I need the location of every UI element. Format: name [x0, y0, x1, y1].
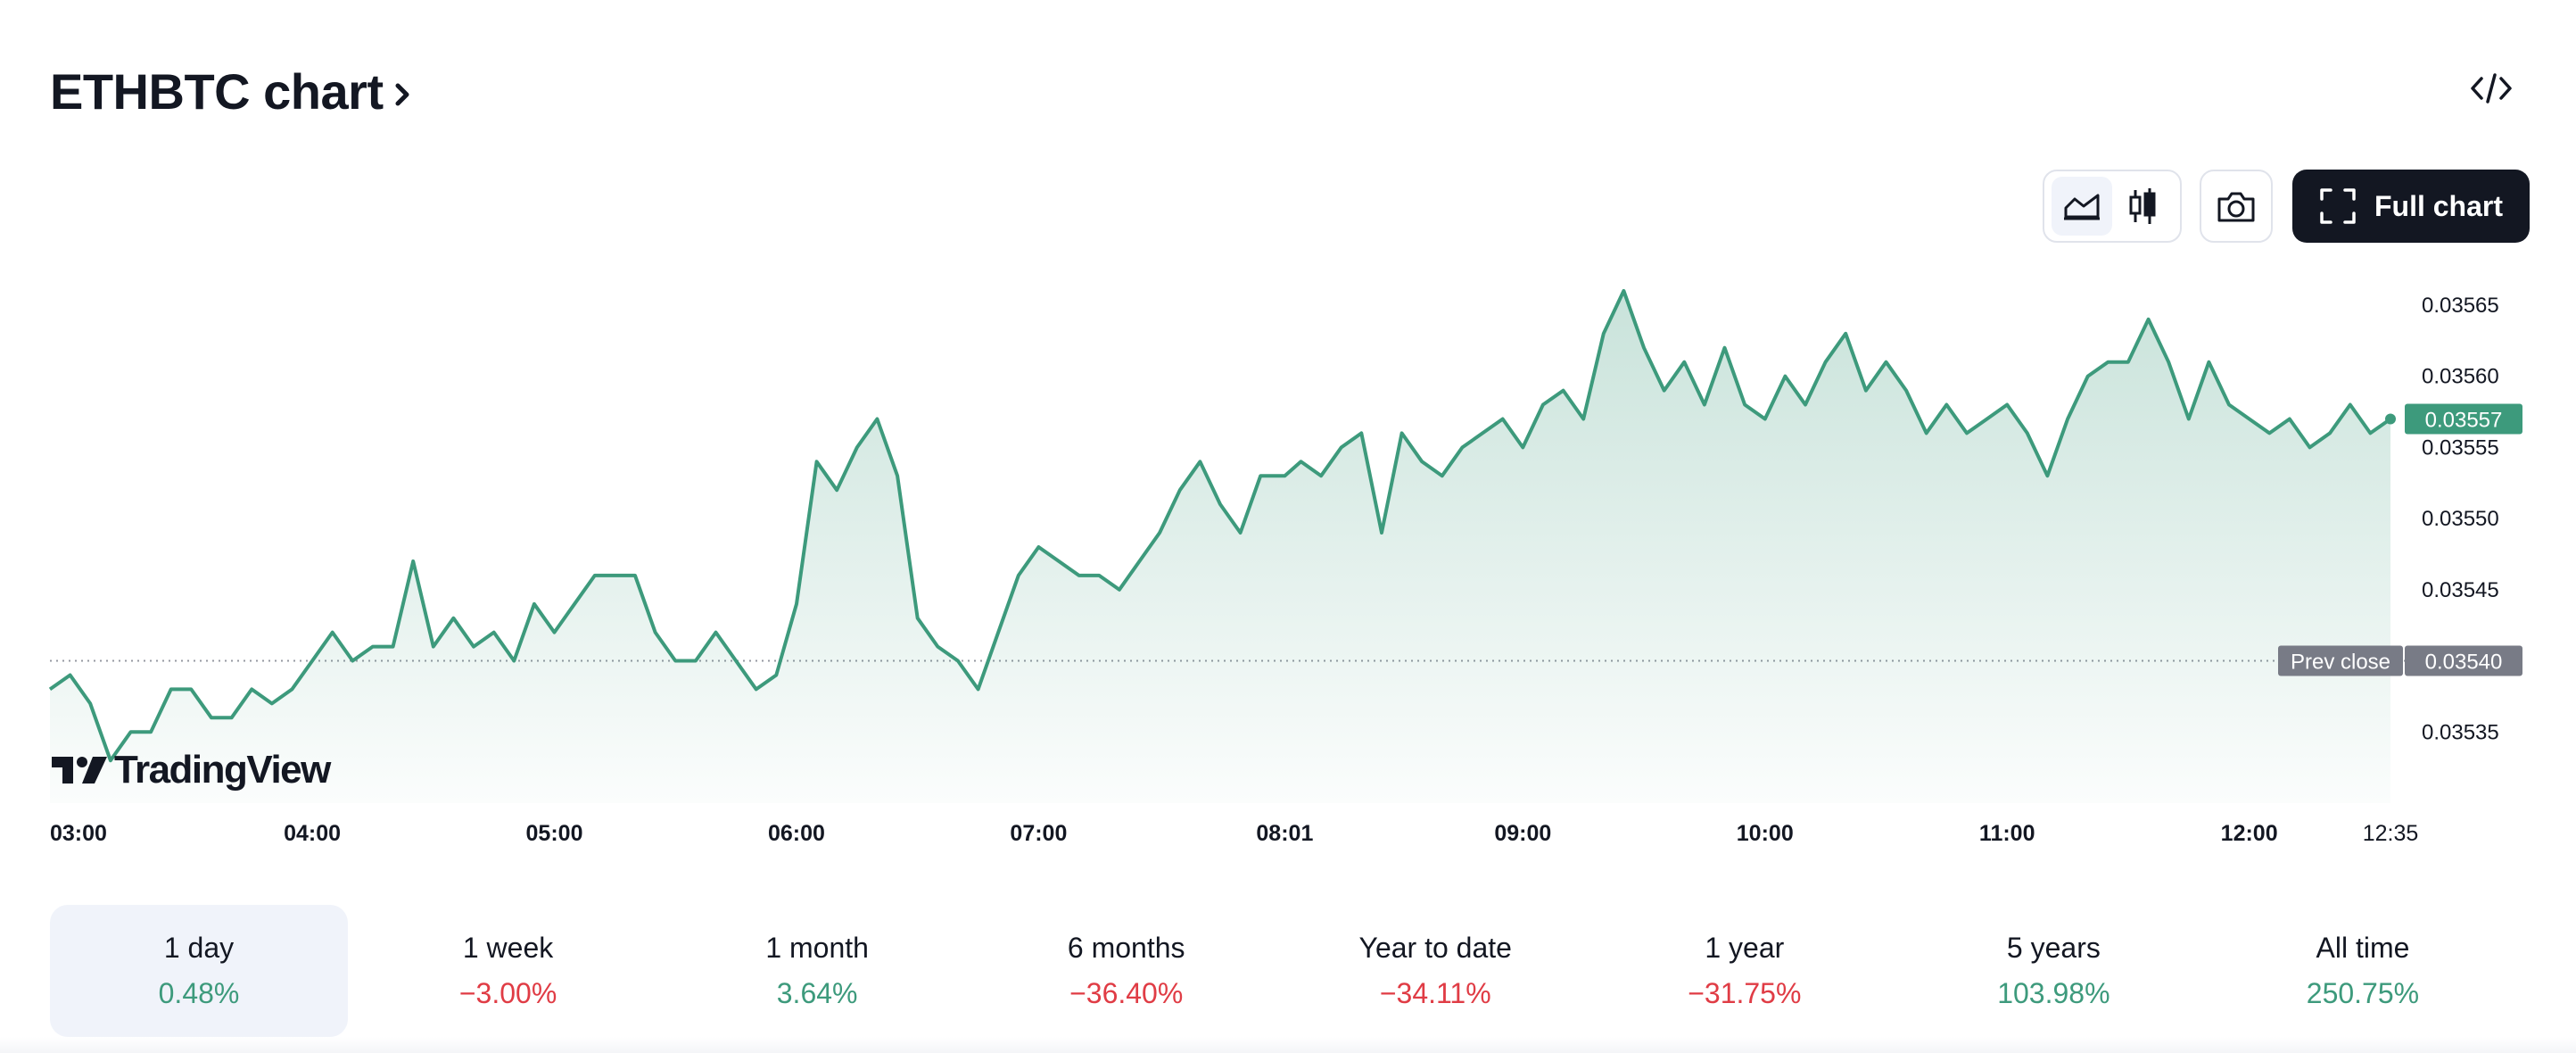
- full-chart-label: Full chart: [2374, 189, 2503, 222]
- period-label: 5 years: [2006, 932, 2101, 964]
- area-chart-icon: [2064, 194, 2100, 220]
- period-tab[interactable]: 1 day 0.48%: [50, 905, 348, 1037]
- period-tab[interactable]: 6 months −36.40%: [978, 905, 1276, 1037]
- tradingview-logo-icon: [52, 757, 107, 784]
- period-label: 1 month: [765, 932, 869, 964]
- period-change: 250.75%: [2306, 977, 2420, 1009]
- bottom-edge: [0, 1037, 2576, 1053]
- x-axis-tick-label: 04:00: [284, 821, 341, 846]
- y-axis-tick-label: 0.03550: [2422, 507, 2499, 531]
- period-label: 1 day: [163, 932, 235, 964]
- period-tab[interactable]: Year to date −34.11%: [1286, 905, 1584, 1037]
- current-price-badge: [2405, 403, 2522, 435]
- full-chart-button[interactable]: Full chart: [2292, 170, 2530, 243]
- period-tab[interactable]: All time 250.75%: [2214, 905, 2512, 1037]
- period-change: −36.40%: [1069, 977, 1184, 1009]
- period-tab[interactable]: 1 week −3.00%: [359, 905, 657, 1037]
- x-axis-tick-label: 06:00: [768, 821, 825, 846]
- prev-close-value-label: 0.03540: [2425, 651, 2503, 675]
- x-axis-tick-label: 10:00: [1737, 821, 1794, 846]
- snapshot-button[interactable]: [2200, 170, 2273, 243]
- period-change: 103.98%: [1997, 977, 2110, 1009]
- chart-style-toggle: [2043, 170, 2182, 243]
- last-price-point: [2385, 413, 2396, 425]
- x-axis-tick-label: 05:00: [526, 821, 583, 846]
- x-axis-tick-label: 08:01: [1256, 821, 1313, 846]
- current-price-label: 0.03557: [2425, 408, 2503, 432]
- period-change: 3.64%: [776, 977, 858, 1009]
- y-axis-tick-label: 0.03545: [2422, 578, 2499, 602]
- y-axis-tick-label: 0.03555: [2422, 435, 2499, 460]
- y-axis-tick-label: 0.03535: [2422, 720, 2499, 744]
- period-change: −3.00%: [458, 977, 557, 1009]
- period-change: −34.11%: [1379, 977, 1491, 1009]
- chevron-right-icon: [395, 83, 409, 105]
- period-label: Year to date: [1358, 932, 1512, 964]
- area-style-button[interactable]: [2052, 177, 2112, 236]
- price-area-fill: [50, 290, 2390, 803]
- embed-code-icon[interactable]: [2469, 68, 2514, 109]
- prev-close-label-badge: [2278, 645, 2403, 676]
- camera-icon: [2217, 192, 2255, 222]
- period-change: −31.75%: [1688, 977, 1802, 1009]
- period-tab[interactable]: 1 month 3.64%: [668, 905, 966, 1037]
- x-axis-tick-label: 12:35: [2363, 821, 2419, 846]
- prev-close-label-text: Prev close: [2291, 651, 2390, 675]
- page-title: ETHBTC chart: [50, 63, 384, 120]
- chart-title-link[interactable]: ETHBTC chart: [50, 62, 416, 120]
- x-axis-tick-label: 07:00: [1010, 821, 1067, 846]
- x-axis-tick-label: 12:00: [2221, 821, 2278, 846]
- price-series-line: [48, 288, 2392, 763]
- period-label: All time: [2316, 932, 2410, 964]
- x-axis-tick-label: 11:00: [1979, 821, 2035, 846]
- tradingview-logo-text: TradingView: [114, 748, 331, 792]
- period-tab[interactable]: 5 years 103.98%: [1904, 905, 2202, 1037]
- prev-close-value-badge: [2405, 645, 2522, 676]
- period-label: 1 year: [1705, 932, 1785, 964]
- price-chart[interactable]: 0.03565 0.03560 0.03555 0.03550 0.03545 0.035…: [0, 0, 2576, 875]
- period-selector: 1 day 0.48% 1 week −3.00% 1 month 3.64% 6 mont…: [50, 905, 2512, 1037]
- period-tab[interactable]: 1 year −31.75%: [1596, 905, 1894, 1037]
- x-axis-tick-label: 03:00: [50, 821, 107, 846]
- y-axis-tick-label: 0.03560: [2422, 365, 2499, 389]
- candlestick-icon: [2129, 188, 2156, 224]
- period-change: 0.48%: [158, 977, 240, 1009]
- period-label: 6 months: [1067, 932, 1185, 964]
- tradingview-logo: TradingView: [50, 748, 331, 792]
- period-label: 1 week: [462, 932, 554, 964]
- candles-style-button[interactable]: [2112, 177, 2173, 236]
- x-axis-tick-label: 09:00: [1494, 821, 1551, 846]
- y-axis-tick-label: 0.03565: [2422, 294, 2499, 318]
- fullscreen-icon: [2320, 188, 2356, 224]
